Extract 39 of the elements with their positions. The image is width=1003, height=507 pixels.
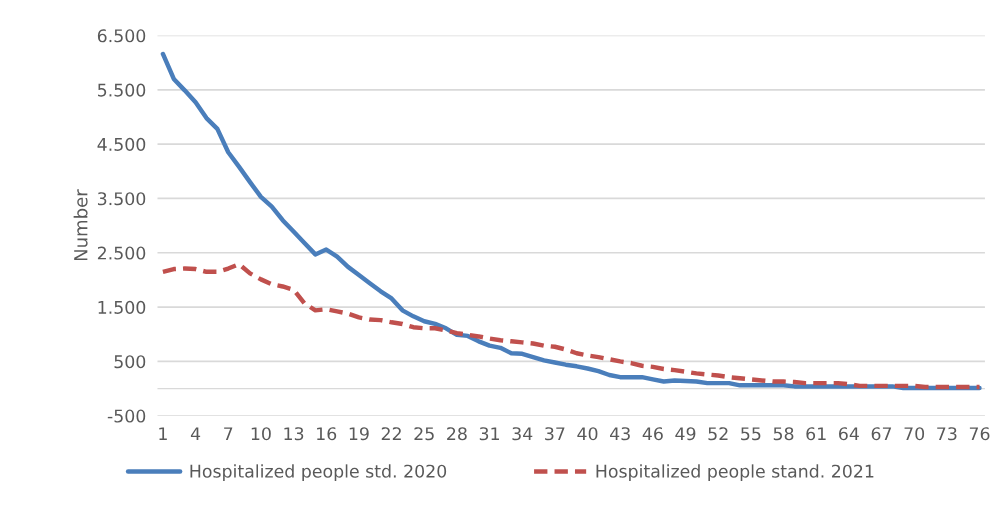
x-tick-label: 37 — [545, 427, 565, 441]
x-tick-label: 22 — [381, 427, 401, 441]
x-tick-label: 49 — [675, 427, 696, 441]
x-tick-label: 25 — [414, 427, 434, 441]
x-tick-label: 73 — [937, 427, 957, 441]
y-tick-label: 500 — [114, 355, 146, 369]
y-tick-label: 4.500 — [97, 137, 146, 151]
x-tick-label: 34 — [512, 427, 533, 441]
x-tick-label: 10 — [251, 427, 271, 441]
y-tick-label: -500 — [107, 409, 146, 423]
y-tick-label: 5.500 — [98, 83, 146, 97]
x-tick-label: 43 — [610, 427, 630, 441]
x-tick-label: 7 — [224, 427, 233, 441]
legend-label: Hospitalized people stand. 2021 — [596, 464, 874, 482]
x-tick-label: 46 — [642, 427, 663, 441]
x-tick-label: 64 — [839, 427, 859, 441]
x-tick-label: 4 — [190, 427, 201, 441]
x-tick-label: 76 — [969, 427, 990, 441]
y-tick-label: 6.500 — [97, 29, 146, 43]
x-tick-label: 40 — [577, 427, 598, 441]
y-axis-title: Number — [73, 189, 88, 261]
x-tick-label: 58 — [773, 427, 794, 441]
line-series — [160, 51, 982, 391]
x-tick-label: 13 — [284, 427, 304, 441]
x-tick-label: 61 — [806, 427, 826, 441]
x-tick-label: 28 — [447, 427, 467, 441]
x-tick-label: 55 — [741, 427, 761, 441]
y-tick-label: 2.500 — [97, 246, 146, 260]
x-tick-label: 16 — [317, 427, 337, 441]
x-tick-label: 31 — [479, 427, 499, 441]
x-tick-label: 70 — [904, 427, 925, 441]
x-tick-label: 52 — [708, 427, 728, 441]
y-tick-label: 1.500 — [98, 300, 146, 314]
x-tick-label: 1 — [159, 427, 167, 441]
legend-label: Hospitalized people std. 2020 — [190, 464, 447, 482]
line-series — [160, 261, 982, 390]
y-tick-label: 3.500 — [97, 192, 146, 206]
x-tick-label: 67 — [871, 427, 892, 441]
x-tick-label: 19 — [349, 427, 369, 441]
